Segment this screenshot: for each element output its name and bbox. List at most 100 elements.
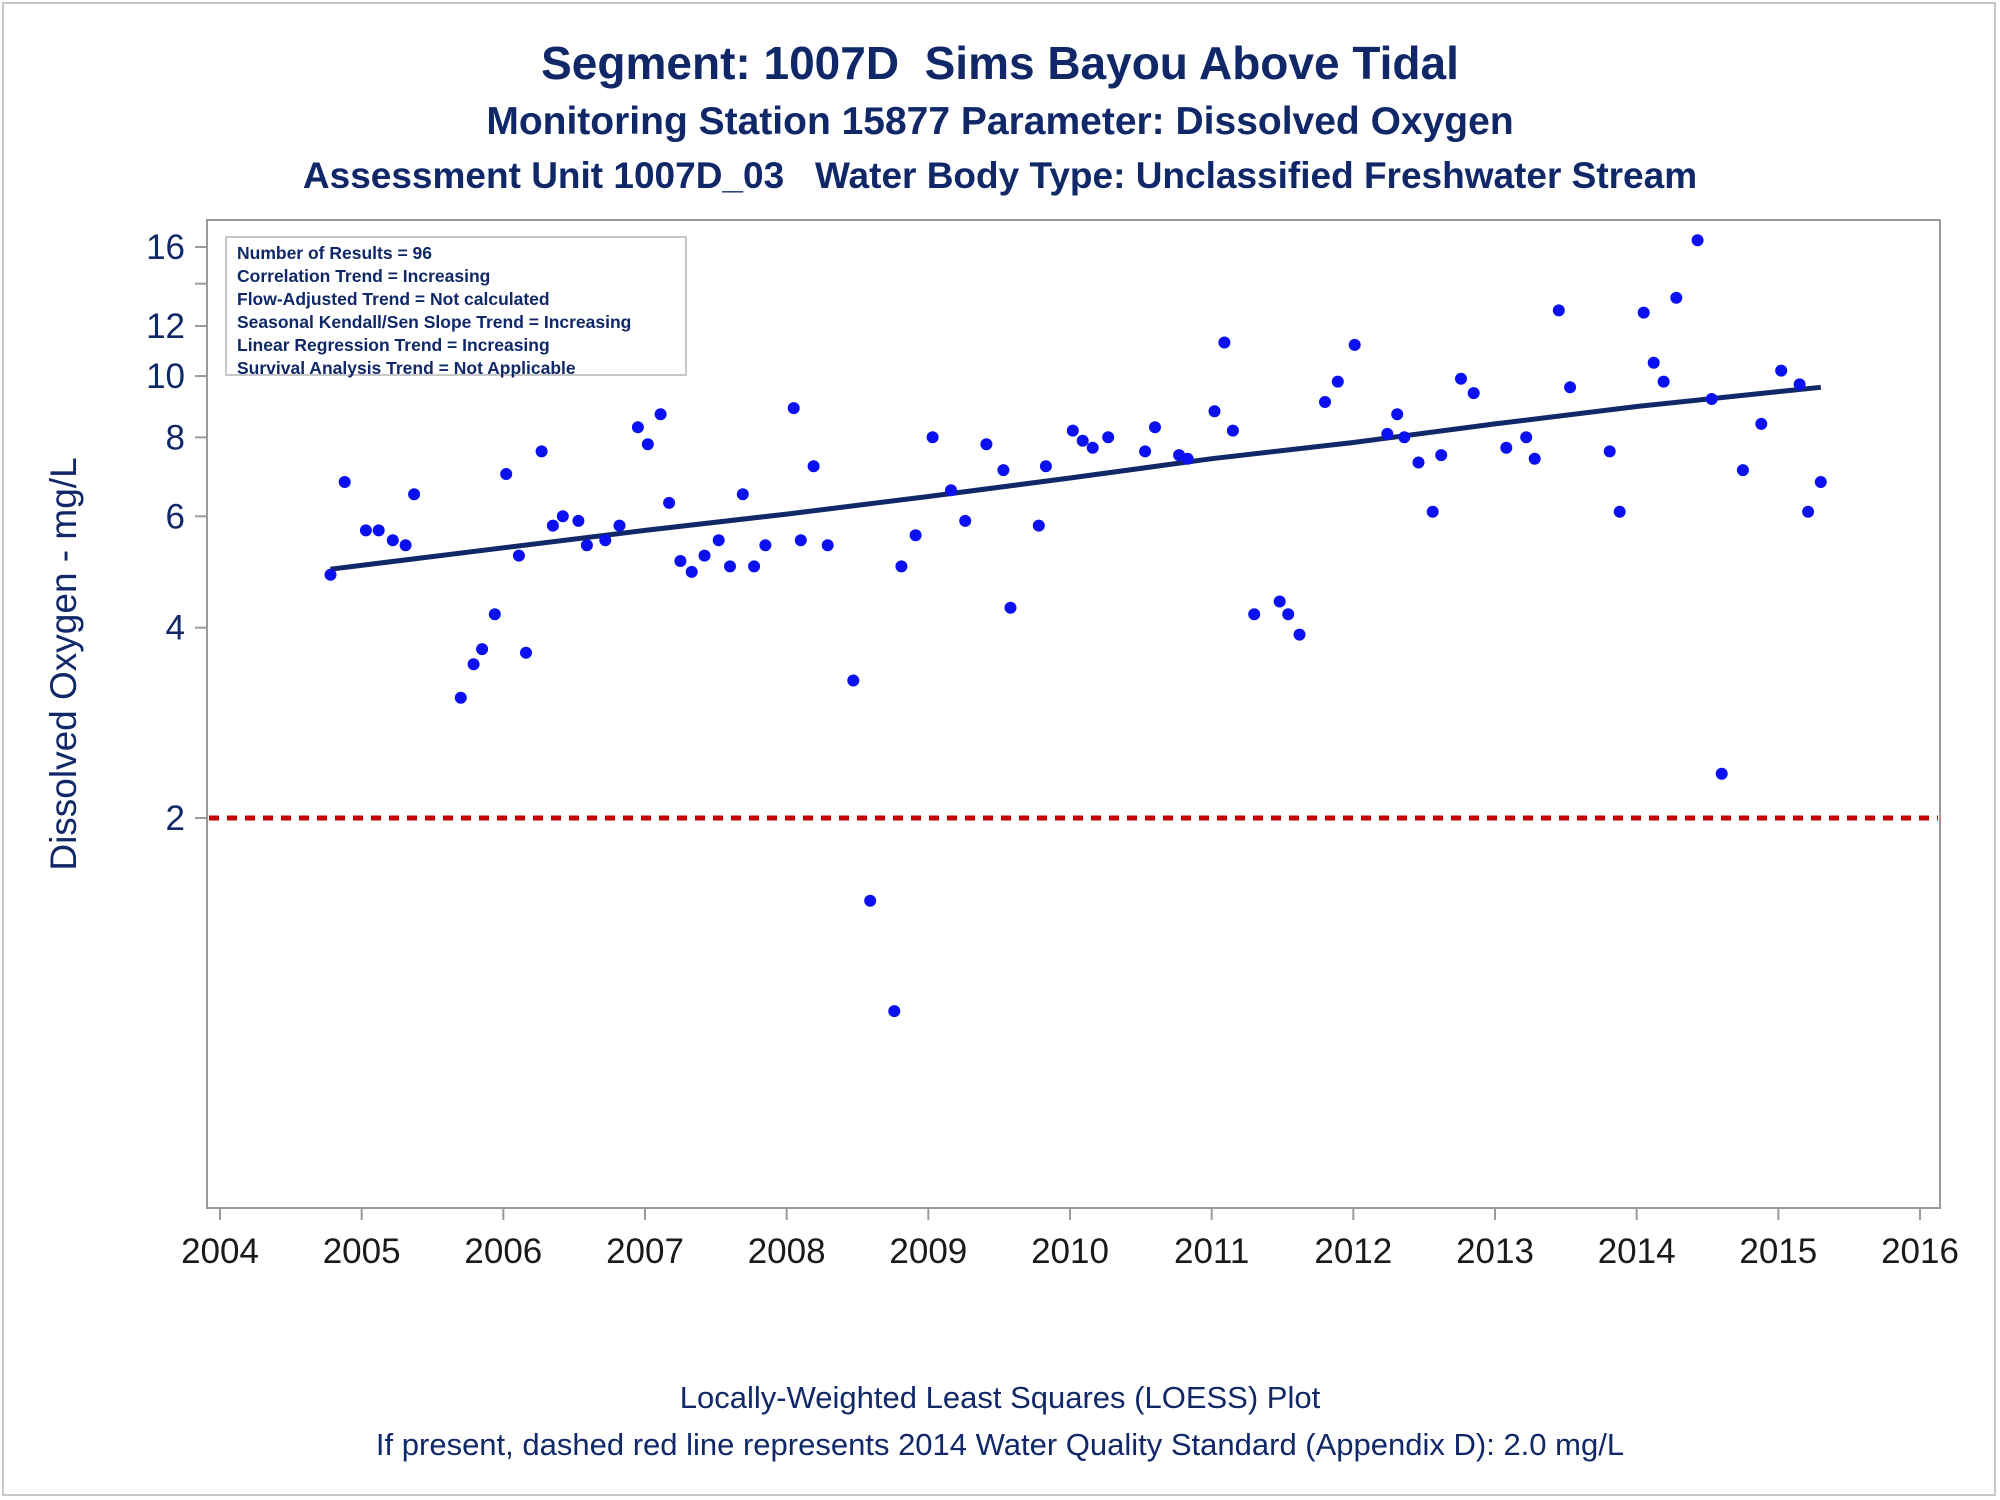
data-point-50	[1039, 460, 1052, 473]
y-tick-label-16: 16	[146, 228, 185, 267]
data-point-61	[1226, 424, 1239, 437]
statistics-box: Number of Results = 96 Correlation Trend…	[225, 236, 687, 378]
stat-flow-adjusted-trend: Flow-Adjusted Trend = Not calculated	[237, 289, 550, 309]
data-point-31	[736, 488, 749, 501]
data-point-94	[1793, 378, 1806, 391]
data-point-86	[1657, 375, 1670, 388]
data-point-59	[1208, 405, 1221, 418]
data-point-63	[1273, 595, 1286, 608]
data-point-83	[1613, 505, 1626, 518]
data-point-89	[1705, 393, 1718, 405]
data-point-88	[1691, 234, 1704, 247]
x-tick-label-2010: 2010	[1031, 1232, 1109, 1271]
data-point-96	[1814, 476, 1827, 488]
x-tick-label-2015: 2015	[1739, 1232, 1817, 1271]
x-tick-label-2016: 2016	[1881, 1232, 1959, 1271]
data-point-74	[1435, 449, 1448, 462]
chart-subtitle: Monitoring Station 15877 Parameter: Diss…	[486, 100, 1514, 143]
data-point-80	[1552, 304, 1565, 317]
data-point-81	[1564, 381, 1577, 394]
data-point-87	[1670, 291, 1683, 304]
data-point-49	[1032, 519, 1045, 532]
data-point-95	[1802, 505, 1815, 518]
data-point-17	[556, 510, 569, 523]
y-tick-label-4: 4	[166, 609, 185, 648]
data-point-37	[821, 539, 834, 552]
data-point-6	[399, 539, 412, 552]
data-point-15	[535, 445, 548, 458]
data-point-92	[1755, 417, 1768, 430]
data-point-62	[1248, 608, 1261, 621]
x-tick-label-2005: 2005	[323, 1232, 401, 1271]
data-point-44	[945, 484, 957, 497]
x-tick-label-2012: 2012	[1314, 1232, 1392, 1271]
data-point-40	[888, 1005, 901, 1018]
data-point-72	[1412, 456, 1425, 469]
data-point-43	[926, 431, 939, 444]
data-point-19	[580, 539, 593, 552]
data-point-18	[572, 514, 585, 527]
loess-trend-line	[330, 384, 1822, 572]
y-tick-label-6: 6	[166, 497, 185, 536]
data-point-32	[748, 560, 761, 573]
data-point-73	[1426, 505, 1439, 518]
data-point-11	[488, 608, 501, 621]
data-point-71	[1398, 431, 1411, 444]
axes-layer	[195, 219, 1941, 1220]
data-point-8	[454, 691, 467, 704]
x-tick-label-2004: 2004	[181, 1232, 259, 1271]
x-tick-label-2009: 2009	[889, 1232, 967, 1271]
chart-title: Segment: 1007D Sims Bayou Above Tidal	[541, 37, 1459, 89]
data-point-42	[909, 529, 922, 542]
data-point-35	[794, 534, 807, 547]
stat-number-of-results: Number of Results = 96	[237, 243, 432, 263]
data-point-76	[1467, 387, 1480, 400]
data-point-38	[847, 674, 860, 687]
chart-subtitle-2: Assessment Unit 1007D_03 Water Body Type…	[302, 155, 1698, 196]
data-point-25	[663, 496, 676, 509]
data-point-58	[1181, 452, 1194, 465]
y-tick-label-12: 12	[146, 307, 185, 346]
data-point-34	[787, 402, 800, 415]
x-tick-label-2006: 2006	[464, 1232, 542, 1271]
data-point-64	[1282, 608, 1295, 621]
stat-survival-analysis-trend: Survival Analysis Trend = Not Applicable	[237, 358, 576, 378]
data-point-53	[1086, 441, 1099, 454]
data-point-29	[712, 534, 725, 547]
y-axis-title: Dissolved Oxygen - mg/L	[43, 457, 84, 870]
data-point-39	[864, 894, 877, 907]
data-point-46	[980, 438, 993, 451]
data-point-52	[1076, 434, 1089, 447]
data-point-4	[372, 524, 385, 537]
data-point-26	[674, 555, 687, 567]
data-point-21	[613, 519, 626, 532]
data-point-69	[1381, 427, 1394, 440]
data-point-77	[1500, 441, 1513, 454]
data-point-28	[698, 549, 711, 562]
trend-line-layer	[330, 384, 1822, 572]
plot-area-border	[206, 219, 1941, 1209]
data-point-24	[654, 408, 667, 421]
data-point-51	[1066, 424, 1079, 437]
data-point-91	[1736, 464, 1749, 477]
points-layer	[324, 234, 1827, 1018]
stat-seasonal-kendall-trend: Seasonal Kendall/Sen Slope Trend = Incre…	[237, 312, 632, 332]
data-point-78	[1520, 431, 1533, 444]
data-point-14	[520, 646, 532, 659]
data-point-66	[1319, 396, 1331, 408]
data-point-65	[1293, 628, 1306, 641]
data-point-10	[476, 643, 489, 656]
data-point-47	[997, 464, 1010, 477]
data-point-9	[467, 658, 480, 671]
data-point-56	[1149, 421, 1161, 434]
data-point-30	[724, 560, 736, 573]
footnote-loess: Locally-Weighted Least Squares (LOESS) P…	[679, 1380, 1321, 1415]
data-point-75	[1455, 372, 1467, 385]
x-tick-label-2013: 2013	[1456, 1232, 1534, 1271]
stat-correlation-trend: Correlation Trend = Increasing	[237, 266, 491, 286]
labels-layer: 2004 2005 2006 2007 2008 2009 2010 2011 2012 2013…	[43, 228, 1959, 1271]
y-tick-label-8: 8	[166, 418, 185, 457]
data-point-79	[1528, 452, 1541, 465]
